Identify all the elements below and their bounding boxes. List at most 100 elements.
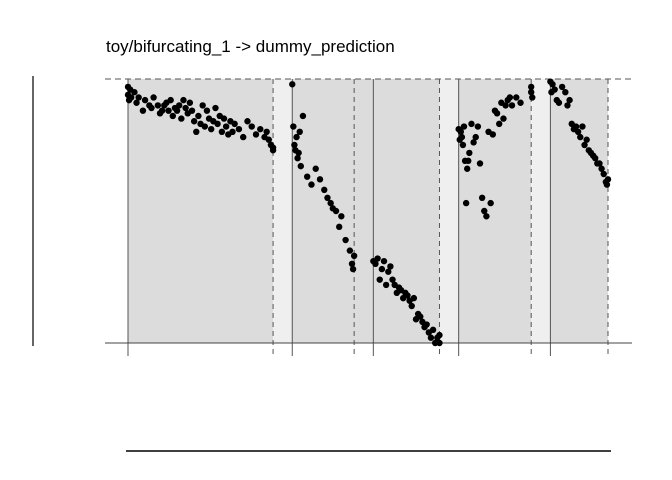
data-point: [203, 107, 211, 114]
data-point: [476, 160, 484, 167]
data-point: [372, 260, 379, 267]
data-point: [458, 133, 466, 141]
data-point: [148, 104, 155, 112]
data-point: [564, 102, 571, 109]
shaded-panel-6: [531, 79, 551, 343]
data-point: [346, 247, 354, 254]
data-point: [603, 181, 611, 188]
data-point: [186, 99, 194, 106]
data-point: [555, 99, 563, 106]
data-point: [293, 133, 300, 141]
shaded-panel-5: [458, 79, 532, 343]
data-point: [173, 107, 181, 114]
shaded-panel-0: [128, 79, 274, 343]
data-point: [212, 104, 219, 112]
data-point: [566, 96, 573, 104]
data-point: [408, 302, 415, 310]
data-point: [348, 260, 356, 267]
data-point: [378, 265, 386, 273]
data-point: [263, 128, 270, 135]
data-point: [349, 265, 357, 273]
data-point: [336, 223, 343, 231]
data-point: [289, 81, 296, 88]
data-point: [517, 99, 524, 106]
data-point: [374, 255, 381, 262]
data-point: [474, 123, 482, 130]
shaded-panels: [128, 79, 608, 343]
data-point: [218, 128, 226, 135]
data-point: [350, 252, 358, 260]
data-point: [493, 110, 501, 117]
data-point: [190, 118, 198, 125]
data-point: [464, 165, 471, 172]
data-point: [462, 199, 470, 207]
data-point: [248, 123, 255, 130]
data-point: [387, 263, 394, 270]
data-point: [529, 94, 536, 101]
data-point: [562, 89, 569, 96]
chart-title: toy/bifurcating_1 -> dummy_prediction: [106, 37, 395, 56]
data-point: [150, 94, 157, 101]
data-point: [465, 157, 472, 165]
data-point: [487, 199, 494, 207]
data-point: [244, 118, 251, 125]
shaded-panel-1: [273, 79, 293, 343]
data-point: [229, 128, 236, 135]
data-point: [436, 331, 443, 339]
data-point: [332, 207, 340, 215]
data-point: [257, 125, 264, 133]
data-point: [327, 199, 334, 207]
data-point: [201, 123, 208, 130]
data-point: [182, 104, 189, 112]
data-point: [496, 120, 503, 128]
data-point: [481, 207, 488, 215]
data-point: [312, 165, 319, 172]
data-point: [583, 136, 590, 143]
data-point: [290, 123, 297, 130]
data-point: [382, 281, 390, 289]
data-point: [436, 339, 443, 347]
shaded-panel-4: [439, 79, 459, 343]
data-point: [596, 160, 603, 167]
data-point: [220, 115, 228, 122]
data-point: [291, 141, 298, 149]
data-point: [483, 213, 490, 220]
data-point: [472, 133, 479, 141]
data-point: [423, 321, 430, 328]
data-point: [600, 170, 607, 178]
data-point: [324, 194, 331, 201]
data-point: [342, 236, 349, 244]
data-point: [574, 128, 582, 135]
data-point: [338, 213, 345, 220]
data-point: [308, 181, 315, 188]
data-point: [380, 257, 388, 265]
data-point: [141, 96, 149, 104]
data-point: [295, 149, 302, 157]
data-point: [427, 334, 435, 341]
data-point: [165, 107, 172, 114]
data-point: [572, 123, 580, 130]
data-point: [131, 89, 138, 96]
data-point: [429, 326, 437, 333]
data-point: [240, 133, 247, 141]
data-point: [468, 120, 475, 128]
data-point: [460, 123, 468, 130]
data-point: [528, 89, 535, 96]
data-point: [222, 123, 230, 130]
data-point: [478, 194, 486, 201]
data-point: [321, 186, 328, 194]
shaded-panel-7: [550, 79, 608, 343]
data-point: [296, 128, 303, 135]
data-point: [235, 125, 243, 133]
data-point: [558, 83, 566, 91]
data-point: [193, 128, 200, 135]
shaded-panel-3: [373, 79, 440, 343]
data-point: [592, 155, 599, 162]
data-point: [459, 141, 467, 149]
data-point: [316, 176, 324, 183]
data-point: [417, 313, 424, 320]
data-point: [180, 96, 187, 104]
data-point: [154, 102, 162, 109]
